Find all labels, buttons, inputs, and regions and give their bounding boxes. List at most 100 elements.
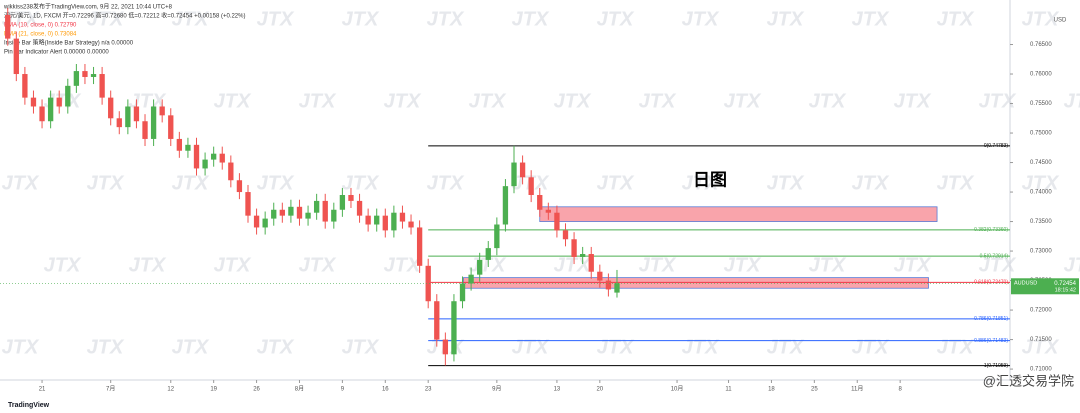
- x-tick-label: 9: [341, 387, 345, 393]
- candle-body: [434, 301, 440, 340]
- x-tick-label: 11月: [851, 386, 863, 393]
- watermark: JTX: [1022, 172, 1060, 194]
- watermark: JTX: [937, 172, 975, 194]
- y-tick-label: 0.76000: [1030, 72, 1052, 78]
- watermark: JTX: [852, 336, 890, 358]
- candle-body: [339, 195, 346, 210]
- watermark: JTX: [597, 336, 635, 358]
- candle-body: [588, 254, 594, 272]
- candle-body: [597, 271, 603, 281]
- watermark: JTX: [214, 254, 252, 276]
- y-tick-label: 0.76500: [1030, 42, 1052, 48]
- candle-body: [65, 85, 71, 107]
- candle-body: [322, 200, 328, 222]
- watermark: JTX: [512, 336, 550, 358]
- publisher: wikkiss238发布于TradingView.com, 9月 22, 202…: [3, 3, 173, 11]
- watermark: JTX: [1022, 336, 1060, 358]
- watermark: JTX: [979, 90, 1017, 112]
- candle-body: [477, 259, 483, 275]
- watermark: JTX: [44, 254, 82, 276]
- candle-body: [236, 180, 243, 193]
- watermark: JTX: [427, 8, 465, 30]
- candle-body: [305, 212, 311, 219]
- candle-body: [13, 38, 19, 75]
- candle-body: [374, 215, 380, 225]
- fib-label: 0.618(0.72470): [974, 280, 1008, 286]
- candle-body: [416, 227, 423, 266]
- watermark: JTX: [214, 90, 252, 112]
- candle-body: [313, 200, 320, 213]
- footer-bar: [0, 398, 1080, 413]
- watermark: JTX: [724, 90, 762, 112]
- y-tick-label: 0.75000: [1030, 131, 1052, 137]
- candle-body: [382, 215, 388, 231]
- watermark: JTX: [809, 90, 847, 112]
- x-tick-label: 18: [768, 387, 775, 393]
- indicator-legend: Inside Bar 策略(Inside Bar Strategy) n/a 0…: [4, 39, 134, 47]
- candle-body: [90, 74, 97, 77]
- x-tick-label: 16: [382, 387, 389, 393]
- chart-title: 日图: [693, 170, 727, 189]
- watermark: JTX: [172, 172, 210, 194]
- watermark: JTX: [172, 336, 210, 358]
- y-tick-label: 0.73000: [1030, 249, 1052, 255]
- candle-body: [579, 254, 586, 257]
- symbol-line: 澳元/美元, 1D, FXCM 开=0.72296 高=0.72680 低=0.…: [4, 12, 245, 20]
- watermark: JTX: [852, 172, 890, 194]
- candle-body: [468, 274, 474, 284]
- candle-body: [39, 106, 45, 122]
- candle-body: [168, 115, 174, 139]
- watermark: JTX: [937, 336, 975, 358]
- candle-body: [279, 209, 285, 216]
- candle-body: [408, 221, 414, 228]
- price-tag-value: 0.72454: [1054, 281, 1076, 287]
- watermark: JTX: [257, 172, 295, 194]
- candle-body: [511, 162, 517, 187]
- watermark: JTX: [894, 254, 932, 276]
- watermark: JTX: [384, 90, 422, 112]
- currency: USD: [1054, 18, 1067, 24]
- price-tag-symbol: AUDUSD: [1014, 281, 1037, 287]
- candle-body: [142, 121, 148, 139]
- x-tick-label: 21: [39, 387, 46, 393]
- candle-body: [99, 74, 105, 98]
- watermark: JTX: [2, 336, 40, 358]
- indicator-legend: EMA (10, close, 0) 0.72790: [4, 23, 77, 29]
- watermark: JTX: [469, 90, 507, 112]
- candle-body: [331, 209, 337, 222]
- watermark: JTX: [512, 8, 550, 30]
- x-tick-label: 9月: [492, 386, 501, 393]
- candle-body: [605, 280, 612, 290]
- x-tick-label: 7月: [106, 386, 115, 393]
- candle-body: [485, 248, 491, 260]
- watermark: JTX: [639, 90, 677, 112]
- watermark: JTX: [87, 172, 125, 194]
- watermark: JTX: [682, 336, 720, 358]
- candle-body: [425, 265, 431, 302]
- candle-body: [22, 74, 28, 98]
- candle-body: [211, 153, 217, 160]
- watermark: JTX: [937, 8, 975, 30]
- x-tick-label: 26: [253, 387, 260, 393]
- candle-body: [228, 162, 234, 181]
- x-tick-label: 8月: [295, 386, 304, 393]
- candle-body: [125, 106, 131, 128]
- watermark: JTX: [342, 172, 380, 194]
- watermark: JTX: [682, 172, 720, 194]
- candle-body: [150, 106, 157, 139]
- fib-label: 0.382(0.73360): [974, 227, 1008, 233]
- candle-body: [571, 239, 577, 257]
- y-tick-label: 0.71000: [1030, 367, 1052, 373]
- zone: [462, 277, 929, 289]
- watermark: JTX: [767, 336, 805, 358]
- x-tick-label: 25: [811, 387, 818, 393]
- watermark: JTX: [87, 336, 125, 358]
- y-tick-label: 0.73500: [1030, 219, 1052, 225]
- watermark: JTX: [809, 254, 847, 276]
- watermark: JTX: [1022, 8, 1060, 30]
- watermark: JTX: [597, 8, 635, 30]
- price-tag: [1011, 278, 1079, 295]
- candle-body: [537, 195, 543, 210]
- indicator-legend: Pin Bar Indicator Alert 0.00000 0.00000: [4, 50, 109, 56]
